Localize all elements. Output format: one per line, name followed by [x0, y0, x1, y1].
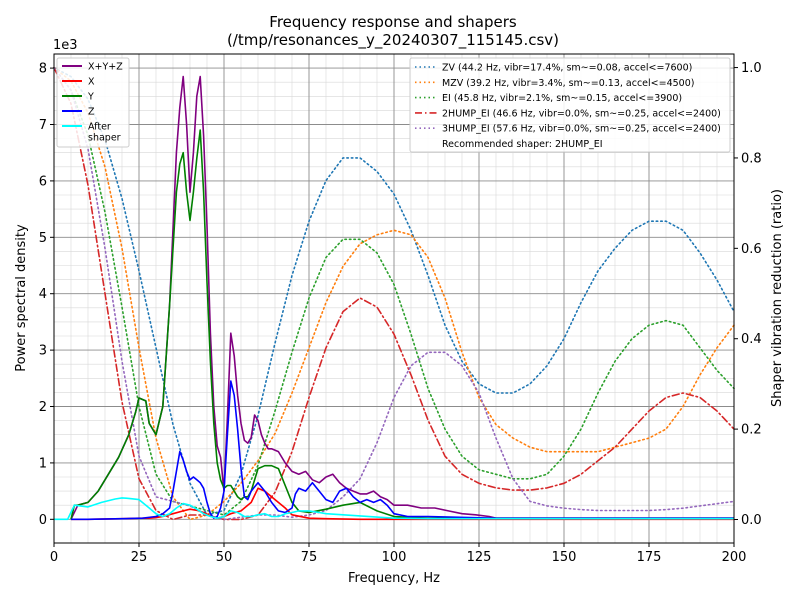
legend-psd-label: After — [88, 122, 111, 133]
y2-tick-label: 0.4 — [741, 332, 762, 347]
y-tick-label: 7 — [39, 118, 47, 133]
y-axis-label: Power spectral density — [14, 224, 29, 372]
shaper-line — [53, 66, 735, 516]
shaper-line — [53, 66, 735, 521]
x-tick-label: 75 — [301, 550, 318, 565]
y-tick-label: 5 — [39, 231, 47, 246]
y2-tick-label: 1.0 — [741, 61, 762, 76]
legend-shaper-label: 3HUMP_EI (57.6 Hz, vibr=0.0%, sm~=0.25, … — [442, 124, 721, 135]
y-offset-text: 1e3 — [53, 38, 78, 53]
legend-psd-label: Y — [87, 92, 94, 103]
axis-ticks: 0 25 50 75 100 125 150 175 200 0 1 2 3 4 5 6 7 8 0.0 0.2 0.4… — [39, 61, 762, 565]
legend-shaper-label: ZV (44.2 Hz, vibr=17.4%, sm~=0.08, accel… — [442, 63, 692, 74]
legend-psd-label: X — [88, 77, 95, 88]
psd-line — [54, 497, 734, 521]
x-tick-label: 100 — [382, 550, 407, 565]
psd-line — [71, 380, 734, 521]
legend-shaper-label: EI (45.8 Hz, vibr=2.1%, sm~=0.15, accel<… — [442, 93, 682, 104]
y-tick-label: 3 — [39, 344, 47, 359]
y-tick-label: 2 — [39, 400, 47, 415]
y2-tick-label: 0.6 — [741, 242, 762, 257]
y2-tick-label: 0.8 — [741, 151, 762, 166]
x-tick-label: 0 — [50, 550, 58, 565]
legend-shapers: ZV (44.2 Hz, vibr=17.4%, sm~=0.08, accel… — [409, 57, 731, 153]
shaper-line — [53, 66, 735, 521]
x-axis-label: Frequency, Hz — [348, 571, 440, 586]
legend-shaper-label: 2HUMP_EI (46.6 Hz, vibr=0.0%, sm~=0.25, … — [442, 108, 721, 119]
legend-psd-label: shaper — [88, 133, 121, 144]
x-tick-label: 125 — [467, 550, 492, 565]
y2-axis-label: Shaper vibration reduction (ratio) — [770, 189, 785, 407]
x-tick-label: 150 — [552, 550, 577, 565]
x-tick-label: 175 — [637, 550, 662, 565]
y-tick-label: 0 — [39, 513, 47, 528]
y2-tick-label: 0.0 — [741, 513, 762, 528]
y2-tick-label: 0.2 — [741, 423, 762, 438]
y-tick-label: 8 — [39, 62, 47, 77]
y-tick-label: 1 — [39, 456, 47, 471]
legend-shapers-box — [409, 57, 731, 153]
shaper-line — [53, 66, 735, 521]
x-tick-label: 25 — [131, 550, 148, 565]
x-tick-label: 200 — [722, 550, 747, 565]
chart-title: Frequency response and shapers — [269, 13, 517, 31]
legend-psd-label: X+Y+Z — [88, 62, 123, 73]
legend-shaper-label: MZV (39.2 Hz, vibr=3.4%, sm~=0.13, accel… — [442, 78, 694, 89]
plot-series — [53, 66, 735, 521]
shaper-line — [53, 66, 735, 516]
y-tick-label: 4 — [39, 287, 47, 302]
legend-psd-label: Z — [88, 107, 95, 118]
y-tick-label: 6 — [39, 174, 47, 189]
recommended-shaper-text: Recommended shaper: 2HUMP_EI — [442, 139, 603, 150]
x-tick-label: 50 — [216, 550, 233, 565]
chart-subtitle: (/tmp/resonances_y_20240307_115145.csv) — [227, 31, 559, 50]
